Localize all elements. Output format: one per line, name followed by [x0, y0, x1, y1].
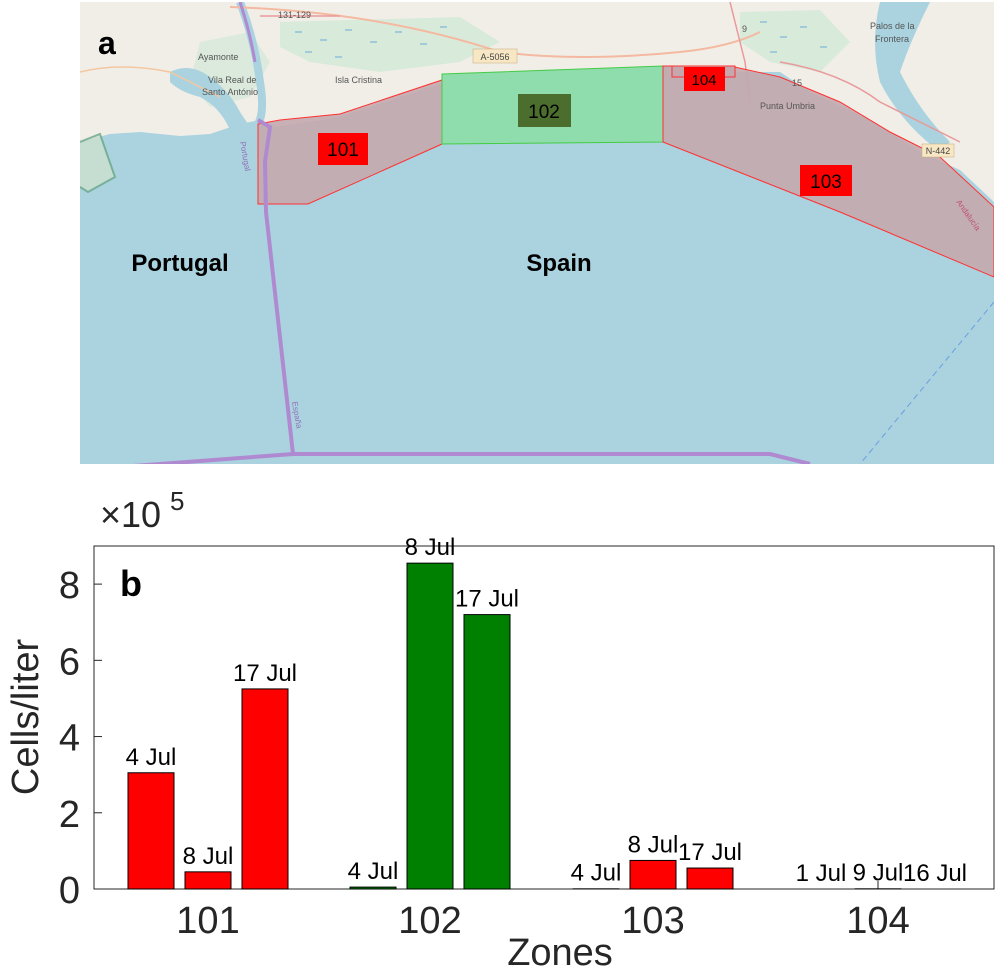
- border-line: [293, 452, 811, 464]
- bar-date-label: 4 Jul: [348, 858, 399, 885]
- bar-date-label: 8 Jul: [405, 534, 456, 561]
- y-exponent-power: 5: [170, 486, 184, 516]
- panel-label-b: b: [120, 563, 142, 604]
- svg-text:N-442: N-442: [926, 146, 951, 156]
- zone-101-label: 101: [327, 140, 359, 161]
- bar-date-label: 17 Jul: [455, 586, 519, 613]
- bar-date-label: 8 Jul: [628, 831, 679, 858]
- road-label-a5056: A-5056: [472, 48, 518, 64]
- x-tick-label: 103: [621, 900, 684, 942]
- bars: [127, 562, 902, 890]
- wetland: [280, 17, 500, 72]
- bar-date-label: 8 Jul: [183, 843, 234, 870]
- country-label-portugal: Portugal: [131, 250, 228, 277]
- bar-102-8-jul: [406, 562, 454, 890]
- y-tick-label: 2: [59, 794, 80, 836]
- x-tick-label: 101: [176, 900, 239, 942]
- zone-104-label-box: 104: [684, 67, 725, 91]
- road: [229, 6, 761, 58]
- place-ayamonte: Ayamonte: [198, 52, 238, 62]
- x-tick-label: 104: [846, 900, 909, 942]
- place-frontera: Frontera: [875, 34, 909, 44]
- bar-101-8-jul: [184, 871, 232, 890]
- map-panel: 101 102 103 104 Portugal Spain a Ayamont…: [80, 2, 994, 464]
- place-punta-umbria: Punta Umbria: [760, 101, 815, 111]
- bar-date-label: 1 Jul: [796, 860, 847, 887]
- bar-date-label: 17 Jul: [233, 660, 297, 687]
- bar-date-label: 9 Jul: [853, 860, 904, 887]
- eez-line: [859, 301, 994, 464]
- bar-101-4-jul: [127, 772, 175, 890]
- road-label-131: 131-129: [278, 10, 311, 20]
- road-label-9: 9: [742, 24, 747, 34]
- algarve-area: [80, 132, 117, 194]
- y-tick-label: 8: [59, 565, 80, 607]
- y-exponent-base: ×10: [100, 494, 161, 535]
- x-axis-label: Zones: [507, 932, 613, 972]
- bar-103-8-jul: [629, 859, 677, 890]
- x-tick-label: 102: [398, 900, 461, 942]
- map-svg: 101 102 103 104 Portugal Spain a Ayamont…: [80, 2, 994, 464]
- guadiana-estuary: [170, 68, 250, 130]
- road: [80, 66, 221, 98]
- y-tick-label: 6: [59, 641, 80, 683]
- x-ticks: 101 102 103 104: [176, 881, 910, 942]
- bar-102-17-jul: [463, 614, 511, 890]
- y-axis-label: Cells/liter: [5, 639, 47, 796]
- y-ticks: 0 2 4 6 8: [59, 565, 102, 912]
- road-label-n442: N-442: [921, 143, 955, 158]
- road: [779, 61, 961, 143]
- zone-101-label-box: 101: [318, 133, 368, 165]
- zone-102-label: 102: [528, 102, 560, 123]
- place-palos: Palos de la: [870, 21, 915, 31]
- svg-text:A-5056: A-5056: [480, 52, 509, 62]
- place-santo-antonio: Santo António: [202, 87, 258, 97]
- wetland: [740, 10, 850, 72]
- odiel-estuary: [875, 2, 950, 152]
- panel-label-a: a: [98, 25, 116, 61]
- bar-102-4-jul: [349, 886, 397, 890]
- y-tick-label: 4: [59, 718, 80, 760]
- place-vila-real: Vila Real de: [208, 75, 256, 85]
- zone-102-label-box: 102: [518, 94, 571, 127]
- road-label-15: 15: [792, 78, 802, 88]
- bar-103-17-jul: [686, 867, 734, 890]
- bar-date-label: 4 Jul: [126, 744, 177, 771]
- place-isla-cristina: Isla Cristina: [335, 75, 382, 85]
- bar-date-label: 17 Jul: [678, 839, 742, 866]
- border-line: [133, 118, 296, 464]
- zone-104-label: 104: [691, 72, 716, 89]
- country-label-spain: Spain: [526, 250, 591, 277]
- border-line: [238, 2, 257, 63]
- marsh-dashes: [295, 21, 827, 58]
- y-tick-label: 0: [59, 870, 80, 912]
- bar-date-label: 16 Jul: [903, 860, 967, 887]
- zone-103-label-box: 103: [800, 165, 852, 196]
- zone-103-label: 103: [810, 172, 842, 193]
- plot-area: [93, 545, 995, 890]
- bar-101-17-jul: [241, 688, 289, 890]
- bar-date-label: 4 Jul: [571, 860, 622, 887]
